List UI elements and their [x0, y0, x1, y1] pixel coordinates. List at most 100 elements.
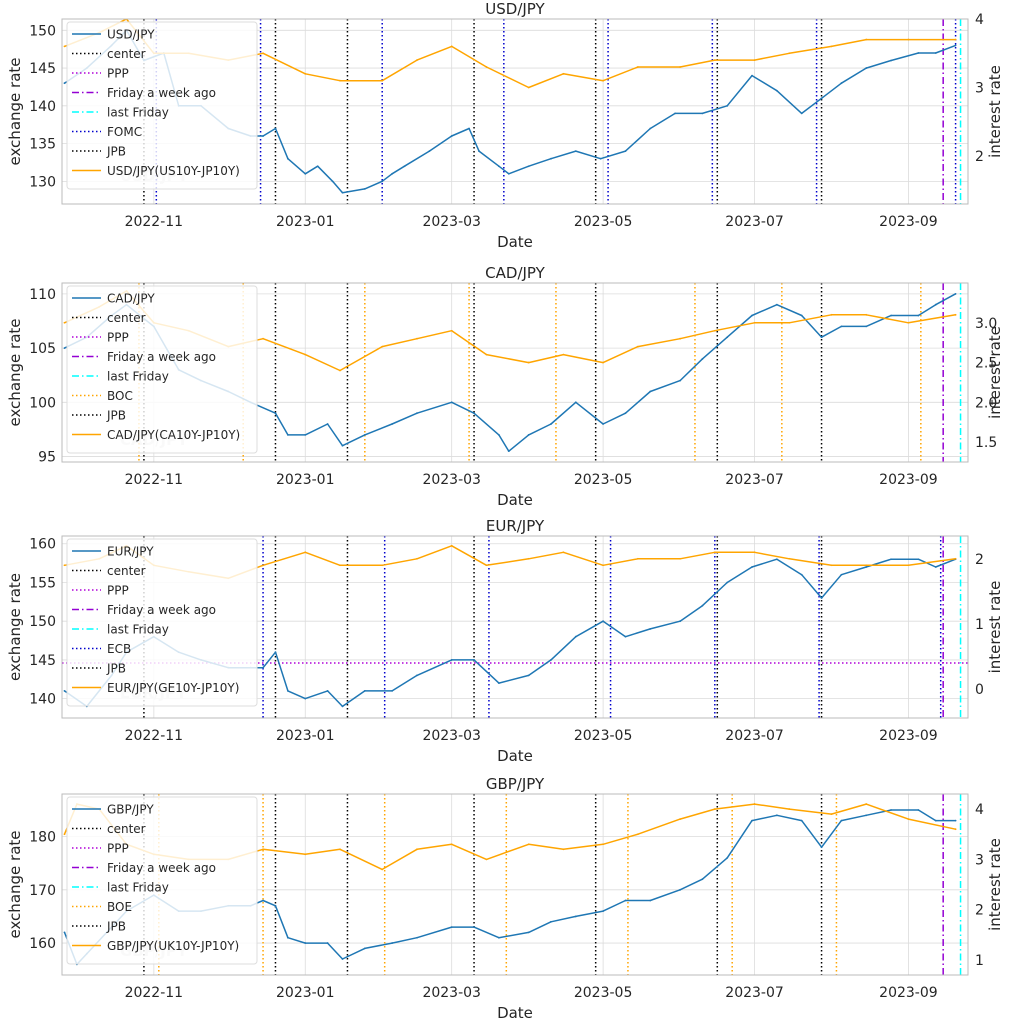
data-point [679, 379, 681, 382]
x-tick-label: 2023-03 [422, 985, 481, 1001]
legend-label: ECB [107, 642, 131, 656]
data-point [775, 303, 778, 306]
data-point [649, 899, 652, 902]
data-point [840, 325, 843, 328]
y2-tick-label: 2 [975, 903, 984, 919]
data-point [865, 38, 868, 41]
data-point [363, 947, 366, 950]
data-point [450, 926, 453, 928]
data-point [497, 165, 500, 168]
data-point [416, 936, 418, 939]
data-point [713, 59, 716, 62]
legend-label: Friday a week ago [107, 86, 216, 100]
legend-label: Friday a week ago [107, 861, 216, 875]
data-point [865, 325, 868, 328]
y2-axis-label: interest rate [986, 65, 1004, 158]
y-tick-label: 150 [29, 23, 56, 39]
y2-tick-label: 2 [975, 149, 984, 165]
data-point [751, 566, 753, 568]
data-point [304, 172, 307, 175]
legend-label: PPP [107, 67, 129, 81]
legend-box [66, 796, 258, 965]
legend-label: center [107, 564, 146, 578]
data-point [304, 942, 307, 944]
panel-eur-jpy: EUR/JPY 2022-11 2023-01 2023-03 2023-05 2023-… [6, 517, 1004, 765]
event-lines [143, 794, 962, 975]
data-point [726, 856, 729, 859]
data-point [726, 104, 729, 107]
x-tick-label: 2023-01 [276, 728, 335, 744]
y-tick-label: 160 [29, 936, 56, 952]
data-point [341, 444, 344, 447]
y-tick-label: 145 [29, 61, 56, 77]
data-point [391, 423, 394, 425]
data-point [602, 564, 605, 567]
data-point [907, 38, 910, 41]
y-tick-label: 105 [29, 341, 56, 357]
y2-tick-label: 2.5 [975, 356, 997, 372]
data-point [304, 551, 307, 554]
data-point [840, 819, 843, 822]
data-point [450, 329, 453, 332]
data-point [840, 82, 843, 85]
data-point [527, 557, 530, 560]
legend-box [66, 285, 258, 454]
data-point [788, 557, 791, 560]
legend-label: FOMC [107, 125, 142, 139]
x-tick-label: 2023-07 [725, 985, 784, 1001]
data-point [890, 314, 892, 317]
data-point [775, 558, 778, 561]
data-point [341, 958, 344, 960]
data-point [624, 635, 627, 638]
data-point [416, 412, 418, 415]
data-point [830, 813, 833, 816]
x-axis-label: Date [497, 1004, 533, 1022]
legend-label: JPB [106, 409, 126, 423]
legend-label: center [107, 311, 146, 325]
legend-label: JPB [106, 920, 126, 934]
data-point [726, 336, 729, 339]
data-point [954, 292, 957, 295]
data-point [602, 620, 605, 623]
data-point [326, 423, 329, 425]
legend-label: PPP [107, 331, 129, 345]
data-point [381, 79, 384, 82]
data-point [954, 819, 957, 822]
data-point [636, 833, 639, 836]
plot-frame [61, 793, 969, 976]
data-point [751, 74, 753, 77]
x-tick-label: 2023-07 [725, 472, 784, 488]
x-tick-label: 2023-05 [574, 985, 633, 1001]
data-point [341, 191, 344, 194]
data-point [751, 314, 753, 317]
data-point [416, 59, 418, 62]
data-point [830, 564, 833, 567]
data-point [416, 557, 418, 560]
legend-label: PPP [107, 842, 129, 856]
data-point [527, 86, 530, 89]
data-point [865, 803, 868, 805]
data-point [286, 433, 289, 436]
data-point [820, 846, 823, 849]
data-point [450, 45, 453, 48]
chart-title: GBP/JPY [486, 775, 545, 793]
plot-frame [61, 282, 969, 463]
legend-label: last Friday [107, 370, 169, 384]
x-tick-label: 2023-07 [725, 728, 784, 744]
data-point [840, 573, 843, 576]
data-point [679, 620, 681, 623]
data-point [602, 423, 605, 425]
data-point [274, 904, 277, 907]
legend-label: JPB [106, 145, 126, 159]
data-point [331, 180, 334, 183]
legend-label: USD/JPY [107, 28, 155, 42]
data-point [800, 314, 803, 317]
data-point [339, 848, 341, 851]
data-point [917, 314, 920, 317]
legend-box [66, 21, 258, 190]
data-point [550, 157, 552, 160]
data-point [602, 910, 605, 913]
data-point [917, 809, 920, 811]
y-tick-label: 150 [29, 614, 56, 630]
